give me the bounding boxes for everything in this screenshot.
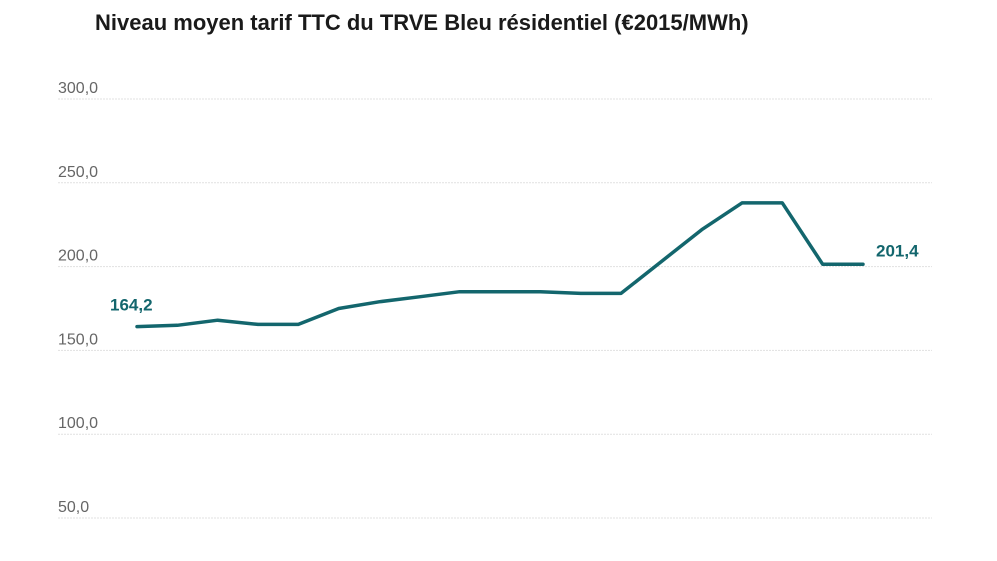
data-label: 164,2 <box>110 296 153 315</box>
gridlines <box>58 98 932 519</box>
y-axis-ticks: 300,0 250,0 200,0 150,0 100,0 50,0 <box>58 80 98 516</box>
y-tick-label: 50,0 <box>58 499 89 516</box>
y-tick-label: 250,0 <box>58 164 98 181</box>
series-line <box>135 201 865 329</box>
y-tick-label: 300,0 <box>58 80 98 97</box>
y-tick-label: 200,0 <box>58 248 98 265</box>
y-tick-label: 150,0 <box>58 331 98 348</box>
data-labels: 164,2 201,4 <box>110 241 919 314</box>
series-layer <box>135 201 865 329</box>
y-tick-label: 100,0 <box>58 415 98 432</box>
data-label: 201,4 <box>876 241 919 260</box>
chart-title: Niveau moyen tarif TTC du TRVE Bleu rési… <box>95 10 749 35</box>
